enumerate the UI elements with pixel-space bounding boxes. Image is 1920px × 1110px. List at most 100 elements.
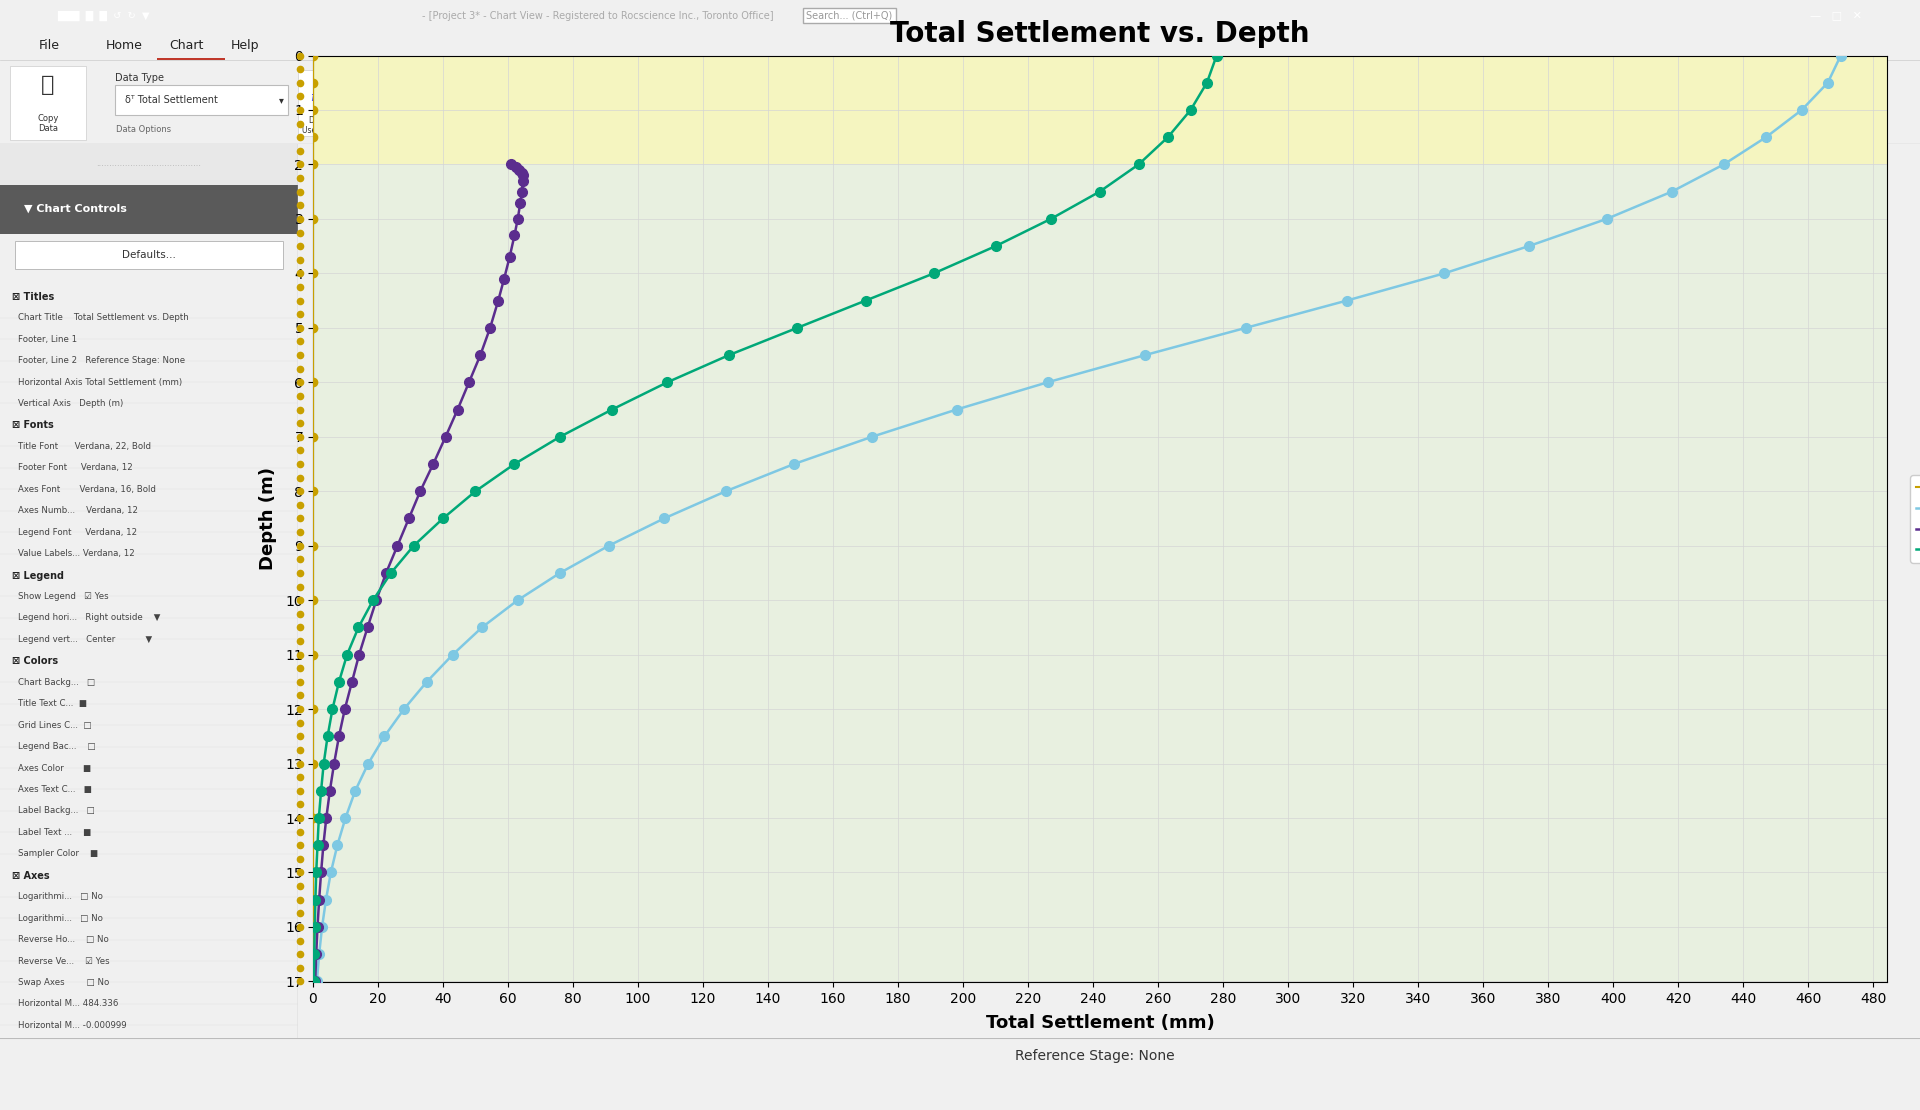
Query Point 1 (Excavation ) bbox=[434, 430, 457, 443]
Query Point 1 (Water Table Drop) bbox=[344, 784, 367, 797]
Text: Close: Close bbox=[722, 123, 741, 129]
Query Point 1 (Water Table Drop) bbox=[372, 729, 396, 743]
Query Point 1 (Excavation ) bbox=[303, 975, 326, 988]
Query Point 1 (Water Table Drop) bbox=[1235, 321, 1258, 334]
Query Point 1 (Water Table Drop) bbox=[1432, 266, 1455, 280]
Query Point 1 (Load) bbox=[1156, 131, 1179, 144]
Text: Window: Window bbox=[424, 134, 459, 143]
Query Point 1 (Excavation ) bbox=[505, 161, 528, 174]
Text: Label Backg...   □: Label Backg... □ bbox=[17, 807, 94, 816]
Bar bbox=[313, 164, 1887, 982]
Bar bbox=[298, 70, 346, 135]
Query Point 1 (Stage 1) bbox=[301, 866, 324, 879]
Text: Chart View: Chart View bbox=[639, 134, 685, 143]
Query Point 1 (Excavation ) bbox=[311, 838, 334, 851]
Query Point 1 (Water Table Drop) bbox=[305, 975, 328, 988]
Text: Defaults: Defaults bbox=[572, 123, 603, 129]
Bar bbox=[0, 184, 298, 233]
Query Point 1 (Load) bbox=[465, 485, 488, 498]
Query Point 1 (Stage 1) bbox=[301, 594, 324, 607]
Query Point 1 (Excavation ) bbox=[309, 866, 332, 879]
Bar bbox=[365, 70, 407, 135]
Bar bbox=[10, 65, 86, 140]
Query Point 1 (Load) bbox=[348, 620, 371, 634]
Bar bbox=[0, 144, 298, 184]
Query Point 1 (Water Table Drop) bbox=[357, 757, 380, 770]
Query Point 1 (Water Table Drop) bbox=[1334, 294, 1357, 307]
Bar bbox=[413, 70, 455, 135]
Text: ⧉: ⧉ bbox=[430, 89, 438, 102]
Text: ........................................: ........................................ bbox=[96, 160, 202, 169]
Query Point 1 (Load) bbox=[309, 784, 332, 797]
Query Point 1 (Load) bbox=[301, 975, 324, 988]
Query Point 1 (Water Table Drop) bbox=[326, 838, 349, 851]
Query Point 1 (Stage 1) bbox=[301, 266, 324, 280]
Line: Query Point 1 (Stage 1): Query Point 1 (Stage 1) bbox=[309, 51, 317, 986]
Query Point 1 (Water Table Drop) bbox=[1517, 240, 1540, 253]
Query Point 1 (Stage 1) bbox=[301, 539, 324, 553]
Query Point 1 (Stage 1) bbox=[301, 920, 324, 934]
Query Point 1 (Excavation ) bbox=[468, 349, 492, 362]
Bar bbox=[461, 70, 503, 135]
Query Point 1 (Water Table Drop) bbox=[507, 594, 530, 607]
Text: ▼ Chart Controls: ▼ Chart Controls bbox=[23, 203, 127, 213]
Bar bbox=[614, 70, 657, 135]
Query Point 1 (Load) bbox=[985, 240, 1008, 253]
Text: Axes Numb...    Verdana, 12: Axes Numb... Verdana, 12 bbox=[17, 506, 138, 515]
Text: Data Type: Data Type bbox=[115, 73, 165, 83]
Query Point 1 (Load) bbox=[657, 375, 680, 388]
Query Point 1 (Load) bbox=[601, 403, 624, 416]
Query Point 1 (Excavation ) bbox=[374, 566, 397, 579]
Query Point 1 (Water Table Drop) bbox=[311, 920, 334, 934]
Query Point 1 (Excavation ) bbox=[365, 594, 388, 607]
Query Point 1 (Load) bbox=[328, 675, 351, 688]
Query Point 1 (Excavation ) bbox=[409, 485, 432, 498]
Text: Horizontal Axis Total Settlement (mm): Horizontal Axis Total Settlement (mm) bbox=[17, 377, 182, 386]
Text: Show Legend   ☑ Yes: Show Legend ☑ Yes bbox=[17, 592, 109, 601]
Query Point 1 (Water Table Drop) bbox=[415, 675, 438, 688]
Query Point 1 (Water Table Drop) bbox=[945, 403, 968, 416]
Query Point 1 (Water Table Drop) bbox=[783, 457, 806, 471]
Query Point 1 (Excavation ) bbox=[422, 457, 445, 471]
Query Point 1 (Excavation ) bbox=[507, 212, 530, 225]
Text: Axes Text C...   ■: Axes Text C... ■ bbox=[17, 785, 92, 794]
Query Point 1 (Load) bbox=[1089, 185, 1112, 199]
Legend: Query Point 1 (Stage 1), Query Point 1 (Water Table Drop), Query Point 1 (Excava: Query Point 1 (Stage 1), Query Point 1 (… bbox=[1910, 475, 1920, 563]
Text: ███  █  █  ↺  ↻  ▼: ███ █ █ ↺ ↻ ▼ bbox=[58, 10, 150, 21]
Query Point 1 (Load) bbox=[336, 648, 359, 662]
Text: Copy
Data: Copy Data bbox=[36, 113, 60, 133]
Query Point 1 (Stage 1) bbox=[301, 77, 324, 90]
Text: Label Text ...    ■: Label Text ... ■ bbox=[17, 828, 90, 837]
Query Point 1 (Load) bbox=[305, 866, 328, 879]
Query Point 1 (Load) bbox=[1206, 49, 1229, 62]
Text: ❑: ❑ bbox=[380, 89, 392, 102]
Text: Reverse Ve...    ☑ Yes: Reverse Ve... ☑ Yes bbox=[17, 957, 109, 966]
Text: ▣: ▣ bbox=[524, 89, 536, 102]
Text: Home: Home bbox=[106, 39, 142, 52]
Query Point 1 (Load) bbox=[1127, 158, 1150, 171]
Query Point 1 (Stage 1) bbox=[301, 975, 324, 988]
Text: Chart: Chart bbox=[169, 39, 204, 52]
Query Point 1 (Load) bbox=[1039, 212, 1062, 225]
Bar bbox=[710, 70, 753, 135]
Query Point 1 (Stage 1) bbox=[301, 485, 324, 498]
Query Point 1 (Excavation ) bbox=[328, 729, 351, 743]
Text: Sampler Color    ■: Sampler Color ■ bbox=[17, 849, 98, 858]
Query Point 1 (Water Table Drop) bbox=[1133, 349, 1156, 362]
Text: ▾: ▾ bbox=[278, 95, 284, 105]
Query Point 1 (Stage 1) bbox=[301, 430, 324, 443]
Text: Legend Font     Verdana, 12: Legend Font Verdana, 12 bbox=[17, 527, 136, 536]
Query Point 1 (Water Table Drop) bbox=[1037, 375, 1060, 388]
Title: Total Settlement vs. Depth: Total Settlement vs. Depth bbox=[891, 20, 1309, 48]
Query Point 1 (Excavation ) bbox=[355, 620, 378, 634]
Query Point 1 (Excavation ) bbox=[305, 920, 328, 934]
Query Point 1 (Load) bbox=[401, 539, 424, 553]
Bar bbox=[15, 241, 282, 270]
Text: Legend hori...   Right outside    ▼: Legend hori... Right outside ▼ bbox=[17, 614, 159, 623]
Line: Query Point 1 (Load): Query Point 1 (Load) bbox=[309, 51, 1221, 987]
Text: Footer Font     Verdana, 12: Footer Font Verdana, 12 bbox=[17, 463, 132, 472]
Text: New
Window: New Window bbox=[372, 119, 399, 132]
Query Point 1 (Water Table Drop) bbox=[442, 648, 465, 662]
Query Point 1 (Water Table Drop) bbox=[860, 430, 883, 443]
Query Point 1 (Water Table Drop) bbox=[653, 512, 676, 525]
